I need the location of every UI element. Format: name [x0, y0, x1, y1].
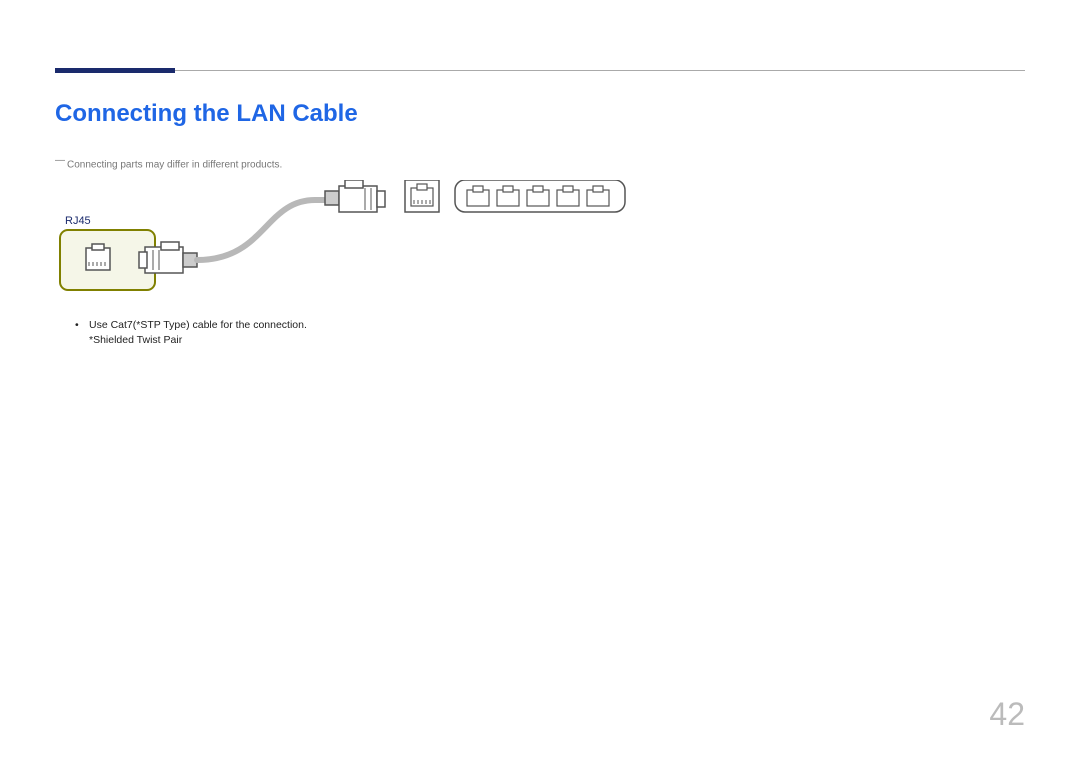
bullet-line1: Use Cat7(*STP Type) cable for the connec…	[89, 319, 307, 331]
variance-note: ―Connecting parts may differ in differen…	[55, 155, 282, 170]
ethernet-plug-left-icon	[139, 242, 197, 273]
header-accent-bar	[55, 68, 175, 73]
ethernet-plug-right-icon	[325, 180, 385, 212]
note-dash-icon: ―	[55, 155, 65, 166]
lan-connection-diagram	[55, 180, 655, 320]
header-rule	[55, 70, 1025, 71]
page-number: 42	[989, 696, 1025, 733]
bullet-line2: *Shielded Twist Pair	[89, 334, 182, 346]
rj45-socket-icon	[86, 244, 110, 270]
ethernet-cable-icon	[197, 198, 350, 260]
bullet-marker-icon: •	[75, 318, 89, 348]
network-hub-icon	[455, 180, 625, 212]
standalone-rj45-box-icon	[405, 180, 439, 212]
page-title: Connecting the LAN Cable	[55, 100, 358, 128]
cable-spec-bullet: • Use Cat7(*STP Type) cable for the conn…	[75, 318, 307, 348]
note-text: Connecting parts may differ in different…	[67, 159, 282, 170]
